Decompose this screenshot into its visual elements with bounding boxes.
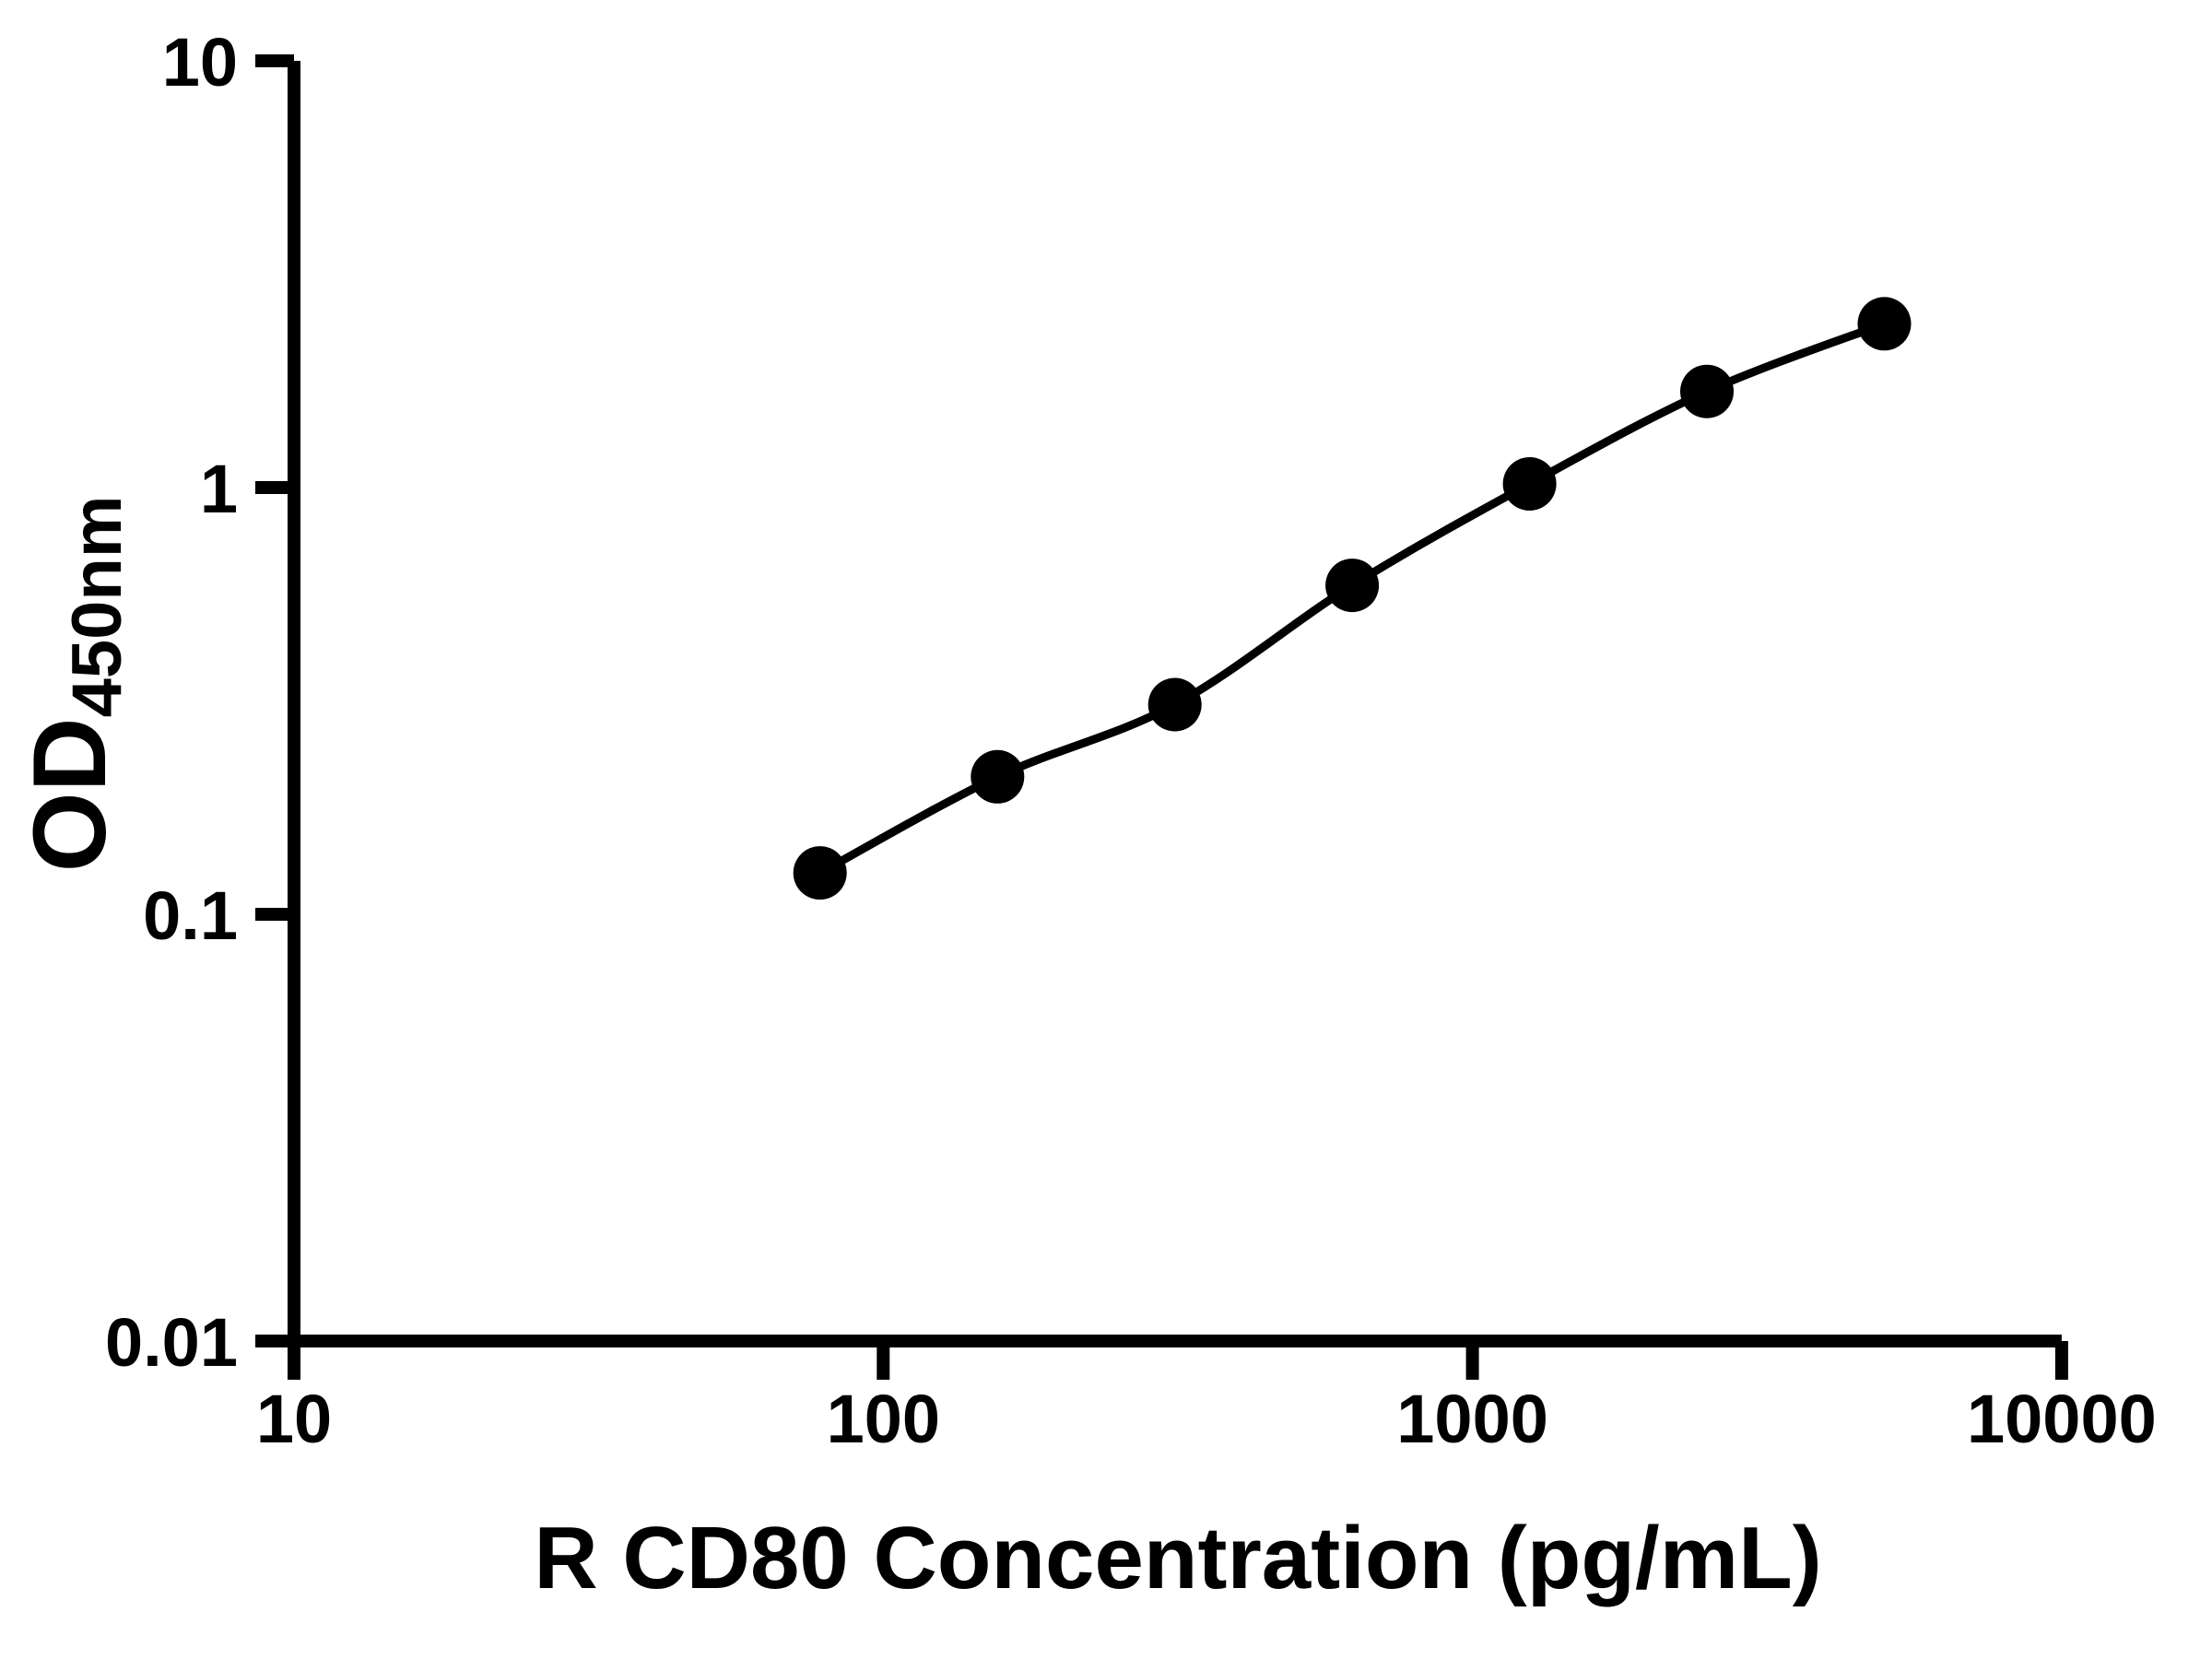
- x-tick-label-100: 100: [827, 1381, 940, 1457]
- x-axis-title: R CD80 Concentration (pg/mL): [534, 1509, 1822, 1607]
- y-tick-label-0.01: 0.01: [105, 1304, 238, 1381]
- y-tick-label-0.1: 0.1: [143, 877, 238, 954]
- data-point-625: [1325, 559, 1380, 613]
- y-tick-label-1: 1: [200, 451, 238, 527]
- data-point-78.1: [793, 846, 847, 900]
- y-tick-label-10: 10: [162, 24, 238, 100]
- axis-ticks: [255, 54, 2068, 1380]
- y-axis-title: OD450nm: [12, 495, 136, 873]
- data-series: [793, 297, 1912, 900]
- data-point-2500: [1680, 364, 1734, 418]
- y-axis-title-main: OD: [12, 717, 128, 873]
- data-point-1250: [1502, 457, 1557, 511]
- y-axis-title-sub: 450nm: [57, 495, 136, 718]
- x-tick-label-10: 10: [256, 1381, 332, 1457]
- data-point-156.3: [971, 749, 1025, 804]
- data-point-5000: [1857, 297, 1912, 351]
- x-tick-label-1000: 1000: [1396, 1381, 1548, 1457]
- data-point-312.5: [1147, 677, 1202, 732]
- x-tick-label-10000: 10000: [1967, 1381, 2157, 1457]
